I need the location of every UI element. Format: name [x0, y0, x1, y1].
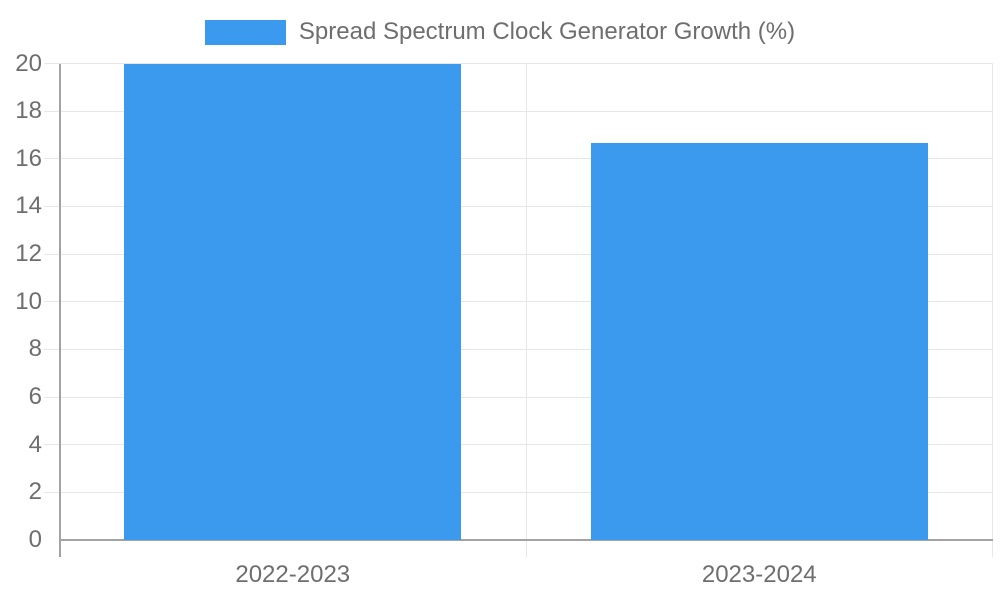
- y-axis-tick-label: 8: [28, 335, 42, 363]
- gridline: [43, 205, 993, 207]
- chart-legend[interactable]: Spread Spectrum Clock Generator Growth (…: [0, 18, 1000, 46]
- y-axis-tick-label: 18: [15, 97, 42, 125]
- y-axis-tick-label: 14: [15, 192, 42, 220]
- plot-right-border: [992, 63, 993, 557]
- bar: [590, 142, 928, 540]
- y-axis-tick-label: 12: [15, 240, 42, 268]
- y-axis-tick-label: 4: [28, 430, 42, 458]
- gridline: [43, 491, 993, 493]
- gridline: [43, 253, 993, 255]
- y-axis-tick-label: 10: [15, 287, 42, 315]
- gridline: [43, 301, 993, 303]
- category-separator: [525, 63, 527, 557]
- y-axis-tick-label: 2: [28, 478, 42, 506]
- legend-label: Spread Spectrum Clock Generator Growth (…: [298, 18, 796, 45]
- bar: [124, 63, 462, 540]
- x-axis-line: [58, 539, 993, 541]
- y-axis-tick-label: 0: [28, 526, 42, 553]
- gridline: [43, 396, 993, 398]
- x-axis-tick-label: 2022-2023: [235, 561, 351, 588]
- y-axis-tick-label: 20: [15, 49, 42, 77]
- y-axis-tick-label: 16: [15, 144, 42, 172]
- legend-swatch: [204, 19, 286, 45]
- gridline: [43, 158, 993, 160]
- x-axis-tick-label: 2023-2024: [701, 561, 817, 588]
- gridline: [43, 63, 993, 64]
- gridline: [43, 444, 993, 446]
- y-axis-tick-label: 6: [28, 383, 42, 411]
- y-axis-line: [58, 63, 61, 557]
- gridline: [43, 110, 993, 112]
- gridline: [43, 348, 993, 350]
